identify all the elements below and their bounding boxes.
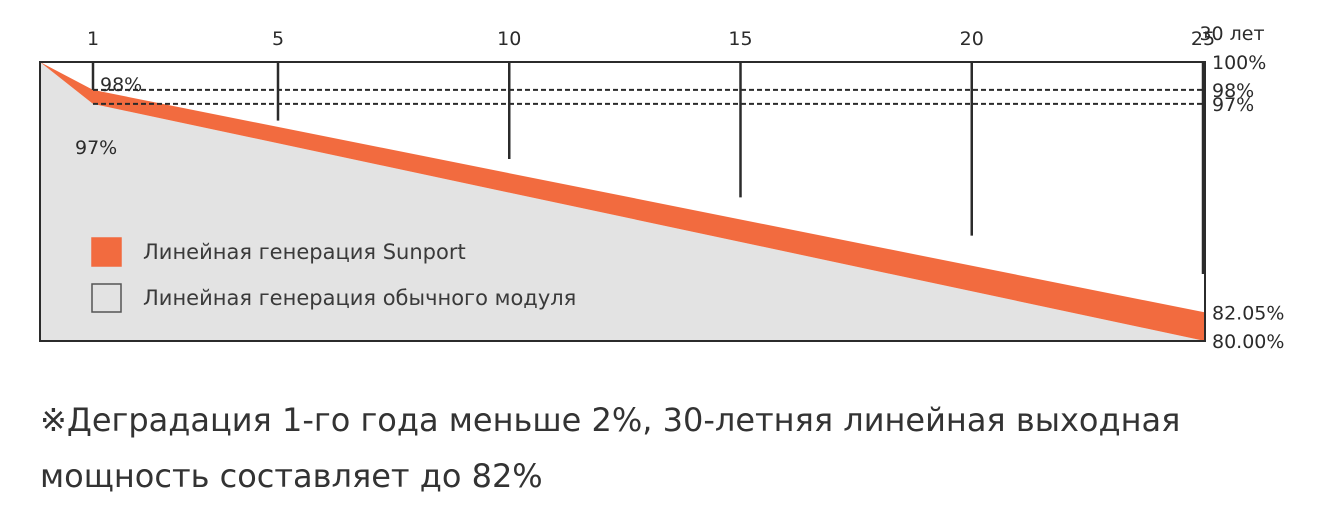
y-tick-label: 82.05% bbox=[1212, 302, 1284, 324]
y-tick-labels: 100% 98%97% 82.05% 80.00% bbox=[1212, 52, 1284, 353]
chart-grid bbox=[91, 62, 1205, 275]
x-tick-label: 20 bbox=[960, 28, 984, 50]
y-tick-label: 97% bbox=[1212, 94, 1254, 116]
y-tick-label: 80.00% bbox=[1212, 331, 1284, 353]
legend-swatch-2 bbox=[91, 283, 122, 313]
x-tick-label: 1 bbox=[87, 28, 99, 50]
area-sunport bbox=[40, 62, 1205, 341]
y-tick-label: 100% bbox=[1212, 52, 1266, 74]
x-tick-label: 5 bbox=[272, 28, 284, 50]
legend: Линейная генерация Sunport Линейная генер… bbox=[91, 237, 576, 313]
x-unit-label: 30 лет bbox=[1199, 23, 1264, 45]
x-tick-label: 10 bbox=[497, 28, 521, 50]
chart-areas bbox=[40, 62, 1205, 341]
sunport-year1-label: 98% bbox=[100, 74, 142, 96]
standard-year1-label: 97% bbox=[75, 137, 117, 159]
legend-label-2: Линейная генерация обычного модуля bbox=[143, 286, 576, 310]
inner-labels: 98% 97% bbox=[75, 74, 142, 159]
area-standard-module bbox=[40, 62, 1205, 341]
legend-label-1: Линейная генерация Sunport bbox=[143, 240, 466, 264]
x-tick-label: 15 bbox=[728, 28, 752, 50]
footnote: ※Деградация 1-го года меньше 2%, 30-летн… bbox=[40, 401, 1181, 495]
legend-swatch-1 bbox=[91, 237, 122, 267]
y-tick-label: 98% bbox=[1212, 80, 1254, 102]
plot-frame bbox=[39, 61, 1206, 342]
x-tick-label: 25 bbox=[1191, 28, 1215, 50]
